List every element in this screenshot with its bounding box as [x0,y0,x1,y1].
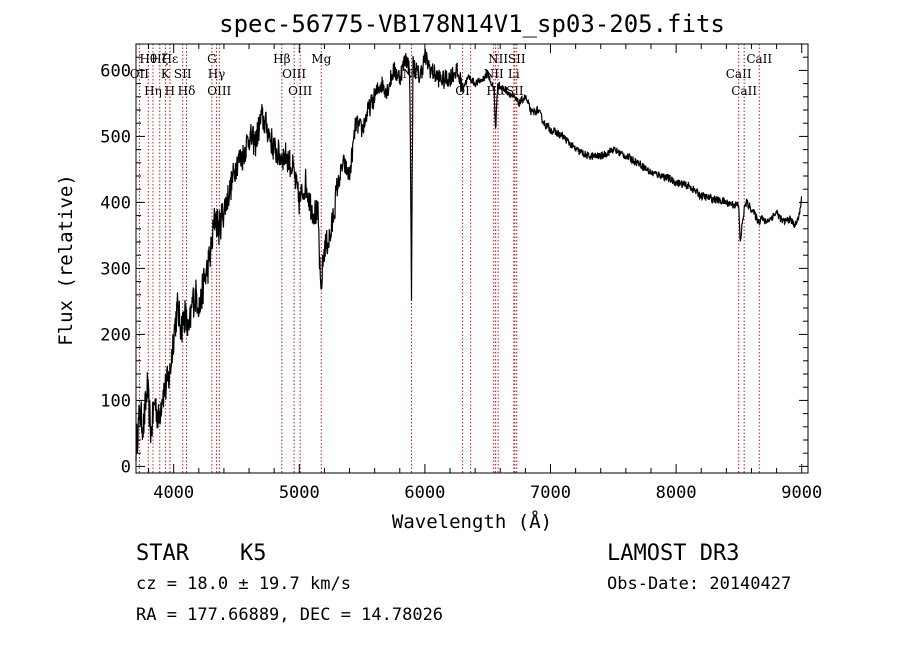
line-marker-label: OIII [288,84,312,98]
line-marker-label: OII [130,67,150,81]
line-markers: HθOIIHηHζKHHεSIIHδGHγOIIIHβOIIIOIIIMgNaO… [130,44,772,473]
y-tick-label: 100 [100,391,131,411]
flux-line [135,48,803,462]
y-tick-label: 200 [100,325,131,345]
chart-title: spec-56775-VB178N14V1_sp03-205.fits [219,10,725,38]
line-marker-label: Hβ [273,52,290,66]
line-marker-label: OIII [207,84,231,98]
line-marker-label: Hγ [208,67,226,81]
line-marker-label: Mg [311,52,331,66]
y-tick-label: 500 [100,127,131,147]
obs-date-text: Obs-Date: 20140427 [607,574,791,594]
y-axis-label: Flux (relative) [55,174,77,346]
line-marker-label: CaII [746,52,772,66]
line-marker-label: NII [488,52,508,66]
axis-ticks: 4000 5000 6000 7000 8000 9000 0 100 200 300 400 500… [100,44,822,503]
series-layer [135,48,803,462]
cz-text: cz = 18.0 ± 19.7 km/s [136,574,351,594]
y-tick-label: 300 [100,259,131,279]
x-axis-label: Wavelength (Å) [392,510,552,533]
subclass-label: K5 [240,541,267,566]
y-tick-label: 400 [100,193,131,213]
line-marker-label: K [161,67,171,81]
line-marker-label: G [207,52,217,66]
radec-text: RA = 177.66889, DEC = 14.78026 [136,605,443,625]
x-tick-label: 7000 [530,483,571,503]
line-marker-label: SII [508,52,526,66]
x-tick-label: 4000 [153,483,194,503]
survey-label: LAMOST DR3 [607,541,739,566]
line-marker-label: CaII [731,84,757,98]
x-tick-label: 6000 [404,483,445,503]
x-tick-label: 5000 [279,483,320,503]
line-marker-label: Hε [162,52,179,66]
y-tick-label: 0 [121,457,131,477]
line-marker-label: Hη [144,84,162,98]
line-marker-label: Hδ [178,84,196,98]
line-marker-label: Li [508,67,520,81]
class-label: STAR [136,541,190,566]
x-tick-label: 8000 [656,483,697,503]
x-tick-label: 9000 [781,483,822,503]
line-marker-label: SII [174,67,192,81]
line-marker-label: OIII [282,67,306,81]
line-marker-label: CaII [726,67,752,81]
y-tick-label: 600 [100,61,131,81]
line-marker-label: Hζ [151,52,168,66]
plot-frame [135,43,809,474]
